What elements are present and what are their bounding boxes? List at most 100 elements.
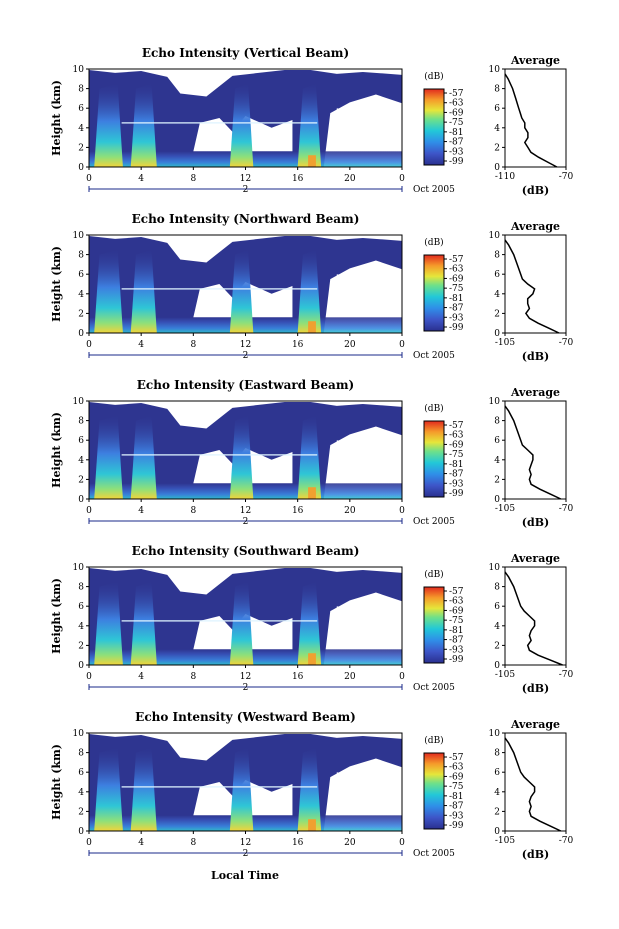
profile-y-tick-label: 0 xyxy=(494,163,500,173)
colorbar-tick-label: -93 xyxy=(449,811,464,821)
y-tick-label: 4 xyxy=(78,290,84,300)
colorbar-tick-label: -63 xyxy=(449,763,464,773)
x-tick-label: 0 xyxy=(399,506,405,516)
average-title: Average xyxy=(510,220,560,233)
profile-line xyxy=(504,737,562,832)
heatmap xyxy=(89,401,402,499)
x-tick-label: 4 xyxy=(138,174,144,184)
y-tick-label: 6 xyxy=(78,768,84,778)
colorbar-tick-label: -99 xyxy=(449,489,464,499)
colorbar-tick-label: -87 xyxy=(449,304,464,314)
y-tick-label: 6 xyxy=(78,602,84,612)
x-tick-label: 4 xyxy=(138,838,144,848)
profile-x-tick-label: -105 xyxy=(495,670,515,680)
profile-y-tick-label: 10 xyxy=(489,231,501,241)
plume-core xyxy=(308,487,316,499)
plume-2 xyxy=(229,415,254,499)
y-tick-label: 4 xyxy=(78,456,84,466)
x-tick-label: 4 xyxy=(138,672,144,682)
panel-4: Echo Intensity (Westward Beam) 0 2 4 6 8 10 Hei… xyxy=(50,710,574,861)
profile-x-tick-label: -70 xyxy=(559,338,574,348)
colorbar-tick-label: -93 xyxy=(449,645,464,655)
x-tick-label: 12 xyxy=(240,672,251,682)
clear-region-evening xyxy=(336,606,402,650)
profile-y-tick-label: 8 xyxy=(494,85,500,95)
profile-y-tick-label: 0 xyxy=(494,661,500,671)
x-tick-label: 0 xyxy=(86,838,92,848)
x-tick-label: 0 xyxy=(399,838,405,848)
profile-x-tick-label: -110 xyxy=(495,172,515,182)
profile-frame xyxy=(504,68,567,168)
y-tick-label: 2 xyxy=(78,641,84,651)
colorbar-tick-label: -87 xyxy=(449,802,464,812)
clear-region-evening xyxy=(336,108,402,152)
plume-3 xyxy=(297,747,322,831)
plume-1 xyxy=(130,581,157,665)
clear-region-evening xyxy=(336,772,402,816)
colorbar-tick-label: -63 xyxy=(449,99,464,109)
x-tick-label: 16 xyxy=(292,340,304,350)
profile-y-tick-label: 4 xyxy=(494,788,500,798)
profile-y-tick-label: 8 xyxy=(494,583,500,593)
colorbar-tick-label: -57 xyxy=(449,587,464,597)
colorbar xyxy=(423,88,445,166)
profile-x-tick-label: -105 xyxy=(495,338,515,348)
panel-title: Echo Intensity (Eastward Beam) xyxy=(137,378,354,392)
profile-frame xyxy=(504,732,567,832)
panels: Echo Intensity (Vertical Beam) 0 2 4 6 8 10 Hei… xyxy=(50,46,574,861)
y-tick-label: 4 xyxy=(78,788,84,798)
date-label: Oct 2005 xyxy=(413,849,455,859)
y-tick-label: 2 xyxy=(78,807,84,817)
x-tick-label: 20 xyxy=(344,672,356,682)
colorbar-tick-label: -75 xyxy=(449,616,464,626)
plume-0 xyxy=(94,249,123,333)
colorbar-tick-label: -87 xyxy=(449,470,464,480)
colorbar-tick-label: -81 xyxy=(449,626,464,636)
profile-y-tick-label: 10 xyxy=(489,563,501,573)
colorbar-tick-label: -99 xyxy=(449,821,464,831)
colorbar-tick-label: -99 xyxy=(449,157,464,167)
profile-y-tick-label: 4 xyxy=(494,456,500,466)
colorbar-tick-label: -75 xyxy=(449,118,464,128)
plume-1 xyxy=(130,83,157,167)
x-tick-label: 0 xyxy=(399,672,405,682)
colorbar-tick-label: -69 xyxy=(449,274,464,284)
colorbar-tick-label: -81 xyxy=(449,128,464,138)
plume-0 xyxy=(94,415,123,499)
clear-region-evening xyxy=(336,274,402,318)
day-label: 2 xyxy=(243,185,249,195)
profile-x-tick-label: -70 xyxy=(559,836,574,846)
date-label: Oct 2005 xyxy=(413,517,455,527)
day-label: 2 xyxy=(243,683,249,693)
y-tick-label: 6 xyxy=(78,270,84,280)
y-tick-label: 2 xyxy=(78,475,84,485)
colorbar-tick-label: -57 xyxy=(449,255,464,265)
plume-1 xyxy=(130,415,157,499)
y-axis-label: Height (km) xyxy=(50,80,63,156)
colorbar xyxy=(423,420,445,498)
heatmap xyxy=(89,567,402,665)
colorbar-tick-label: -81 xyxy=(449,460,464,470)
colorbar xyxy=(423,752,445,830)
y-tick-label: 6 xyxy=(78,104,84,114)
y-tick-label: 0 xyxy=(78,329,84,339)
date-label: Oct 2005 xyxy=(413,351,455,361)
clear-region-evening xyxy=(336,440,402,484)
plume-0 xyxy=(94,83,123,167)
panel-3: Echo Intensity (Southward Beam) 0 2 4 6 8 10 He… xyxy=(50,544,574,695)
profile-frame xyxy=(504,400,567,500)
colorbar xyxy=(423,254,445,332)
profile-y-tick-label: 2 xyxy=(494,143,500,153)
profile-x-label: (dB) xyxy=(522,682,549,695)
y-axis-label: Height (km) xyxy=(50,412,63,488)
profile-x-label: (dB) xyxy=(522,184,549,197)
y-tick-label: 8 xyxy=(78,251,84,261)
colorbar-tick-label: -69 xyxy=(449,440,464,450)
profile-x-tick-label: -70 xyxy=(559,504,574,514)
colorbar-tick-label: -57 xyxy=(449,753,464,763)
profile-line xyxy=(504,73,558,168)
x-tick-label: 0 xyxy=(86,506,92,516)
y-tick-label: 4 xyxy=(78,622,84,632)
profile-x-label: (dB) xyxy=(522,848,549,861)
x-tick-label: 16 xyxy=(292,506,304,516)
